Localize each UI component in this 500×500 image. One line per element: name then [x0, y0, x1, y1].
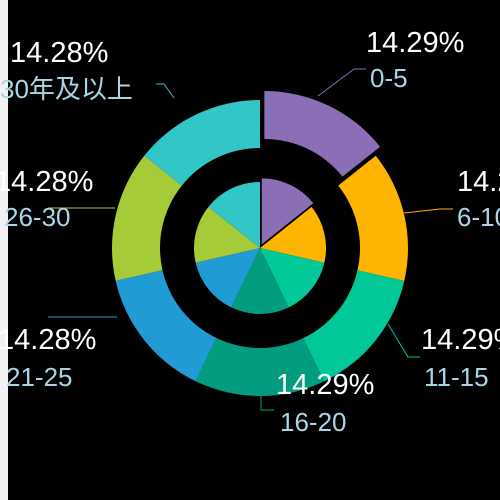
- category-label-30: 30年及以上: [0, 74, 133, 104]
- label-line-6-10: [403, 208, 453, 214]
- category-label-16-20: 16-20: [280, 407, 347, 437]
- slice-labels: 14.29% 0-5 14.29% 6-10 14.29% 11-15 14.29% 16-2…: [0, 27, 500, 437]
- outer-slice-11-15[interactable]: [303, 270, 405, 382]
- inner-slice-30[interactable]: [208, 182, 260, 248]
- label-line-16-20: [260, 374, 274, 411]
- percent-label-6-10: 14.29%: [457, 166, 500, 198]
- label-line-30: [156, 83, 175, 99]
- outer-slice-26-30[interactable]: [112, 155, 182, 281]
- outer-ring: [112, 90, 408, 396]
- left-edge-strip: [0, 0, 8, 500]
- label-lines: [48, 68, 453, 411]
- outer-slice-0-5[interactable]: [264, 90, 381, 177]
- category-label-11-15: 11-15: [424, 362, 489, 392]
- category-label-6-10: 6-10: [457, 202, 500, 232]
- percent-label-21-25: 14.28%: [0, 324, 96, 356]
- inner-slice-21-25[interactable]: [195, 248, 260, 308]
- inner-ring: [193, 178, 326, 315]
- inner-slice-26-30[interactable]: [193, 206, 260, 263]
- label-line-0-5: [317, 68, 366, 97]
- category-label-26-30: 26-30: [4, 202, 71, 232]
- inner-slice-6-10[interactable]: [260, 206, 326, 263]
- percent-label-0-5: 14.29%: [366, 27, 464, 59]
- inner-slice-16-20[interactable]: [231, 248, 289, 315]
- outer-slice-30[interactable]: [144, 100, 260, 186]
- inner-slice-0-5[interactable]: [261, 178, 314, 245]
- percent-label-26-30: 14.28%: [0, 166, 93, 198]
- outer-slice-16-20[interactable]: [195, 338, 325, 396]
- inner-slice-11-15[interactable]: [260, 248, 325, 308]
- category-label-0-5: 0-5: [370, 63, 408, 93]
- percent-label-16-20: 14.29%: [276, 369, 374, 401]
- percent-label-30: 14.28%: [10, 37, 108, 69]
- outer-slice-6-10[interactable]: [338, 155, 408, 282]
- label-line-11-15: [387, 323, 420, 358]
- outer-slice-21-25[interactable]: [115, 270, 217, 382]
- percent-label-11-15: 14.29%: [421, 324, 500, 356]
- category-label-21-25: 21-25: [6, 362, 73, 392]
